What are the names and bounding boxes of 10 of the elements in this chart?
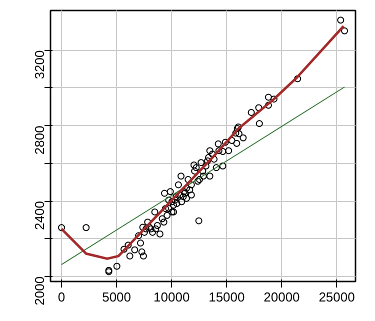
x-tick-label: 0: [58, 290, 66, 304]
y-tick-label: 2400: [32, 201, 47, 230]
x-tick-label: 15000: [208, 290, 245, 304]
y-tick-label: 2800: [32, 126, 47, 155]
x-tick-label: 20000: [264, 290, 300, 304]
y-tick-label: 3200: [32, 50, 47, 80]
x-tick-label: 5000: [102, 290, 132, 304]
y-tick-label: 2000: [32, 276, 47, 306]
x-tick-label: 10000: [154, 290, 190, 304]
x-tick-label: 25000: [318, 290, 355, 304]
